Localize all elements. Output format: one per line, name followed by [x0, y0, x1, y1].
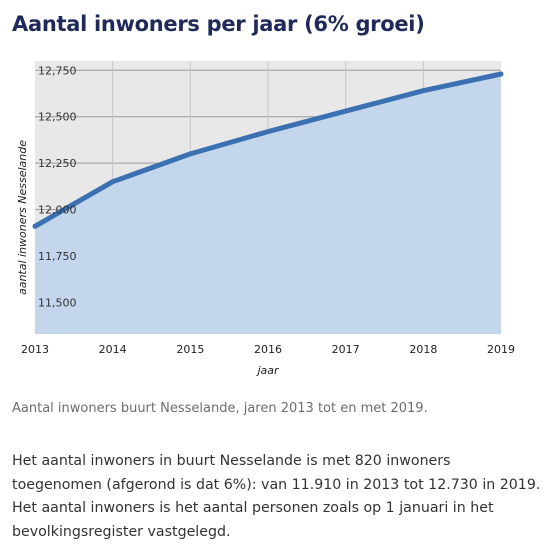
y-tick-label: 11,500	[38, 296, 77, 309]
x-tick-label: 2015	[176, 343, 204, 356]
y-tick-label: 12,500	[38, 111, 77, 124]
x-tick-labels: 2013 2014 2015 2016 2017 2018 2019	[21, 343, 515, 356]
x-axis-label: jaar	[255, 364, 280, 377]
y-tick-label: 12,250	[38, 157, 77, 170]
x-tick-label: 2016	[254, 343, 282, 356]
chart-caption: Aantal inwoners buurt Nesselande, jaren …	[12, 401, 428, 416]
y-tick-label: 11,750	[38, 250, 77, 263]
x-tick-label: 2019	[487, 343, 515, 356]
y-tick-label: 12,000	[38, 204, 77, 217]
x-tick-label: 2014	[99, 343, 127, 356]
chart-title: Aantal inwoners per jaar (6% groei)	[12, 12, 425, 36]
y-axis-label: aantal inwoners Nesselande	[16, 140, 29, 295]
series-line	[32, 71, 504, 229]
chart-area: 11,500 11,750 12,000 12,250 12,500 12,750 201…	[16, 61, 515, 377]
description-paragraph: Het aantal inwoners in buurt Nesselande …	[12, 453, 541, 540]
x-tick-label: 2013	[21, 343, 49, 356]
y-tick-label: 12,750	[38, 64, 77, 77]
y-tick-labels: 11,500 11,750 12,000 12,250 12,500 12,750	[38, 64, 77, 309]
x-tick-label: 2017	[332, 343, 360, 356]
x-tick-label: 2018	[409, 343, 437, 356]
area-fill	[35, 74, 501, 334]
